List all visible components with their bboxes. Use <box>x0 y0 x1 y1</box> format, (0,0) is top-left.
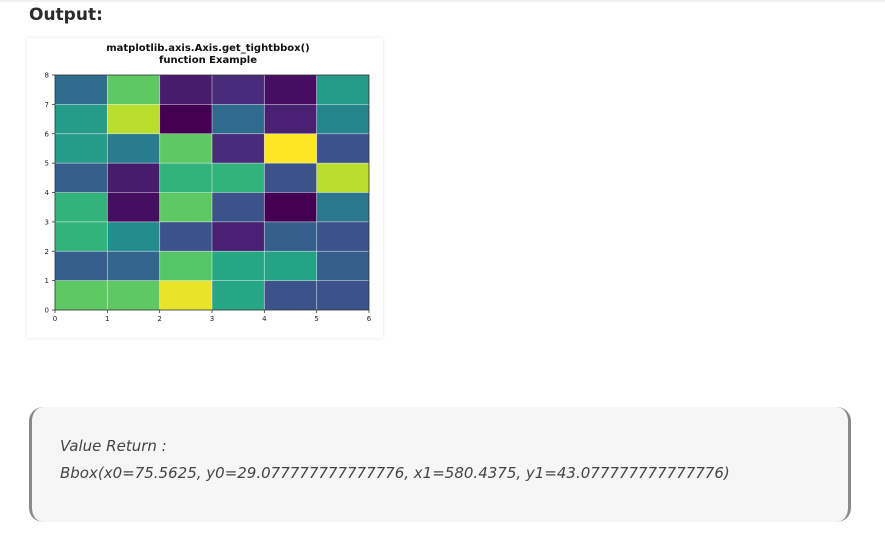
grid-lines <box>55 75 369 310</box>
heatmap-chart: matplotlib.axis.Axis.get_tightbbox() fun… <box>45 43 372 323</box>
x-tick-label: 1 <box>105 315 109 323</box>
heatmap-cell <box>316 221 369 252</box>
heatmap-cells <box>55 75 369 310</box>
heatmap-cell <box>159 75 212 105</box>
heatmap-cell <box>159 251 212 281</box>
x-tick-label: 3 <box>210 315 214 323</box>
y-tick-label: 5 <box>45 160 49 168</box>
chart-title-line-1: matplotlib.axis.Axis.get_tightbbox() <box>106 43 310 54</box>
heatmap-cell <box>159 163 212 193</box>
heatmap-cell <box>159 221 212 252</box>
top-divider <box>0 0 885 2</box>
x-tick-label: 5 <box>314 315 318 323</box>
heatmap-cell <box>55 280 108 310</box>
heatmap-cell <box>316 280 369 310</box>
x-tick-label: 6 <box>367 315 372 323</box>
heatmap-cell <box>55 251 108 281</box>
y-tick-label: 1 <box>45 277 49 285</box>
heatmap-cell <box>55 133 108 164</box>
x-tick-label: 4 <box>262 315 267 323</box>
heatmap-cell <box>107 221 160 252</box>
heatmap-cell <box>316 104 369 134</box>
result-box: Value Return : Bbox(x0=75.5625, y0=29.07… <box>29 407 851 522</box>
heatmap-cell <box>212 104 265 134</box>
heatmap-cell <box>107 280 160 310</box>
chart-title-line-2: function Example <box>159 55 257 66</box>
y-tick-label: 4 <box>45 189 50 197</box>
heatmap-cell <box>107 104 160 134</box>
heatmap-cell <box>55 75 108 105</box>
y-tick-label: 3 <box>45 218 49 226</box>
heatmap-cell <box>316 75 369 105</box>
heatmap-cell <box>55 192 108 222</box>
heatmap-cell <box>264 133 317 164</box>
heatmap-cell <box>212 251 265 281</box>
heatmap-cell <box>212 163 265 193</box>
heatmap-cell <box>212 192 265 222</box>
heatmap-cell <box>316 251 369 281</box>
heatmap-cell <box>107 163 160 193</box>
heatmap-cell <box>264 163 317 193</box>
x-axis: 0 1 2 3 4 5 6 <box>53 310 372 323</box>
x-tick-label: 2 <box>157 315 161 323</box>
y-tick-label: 0 <box>45 307 49 315</box>
heatmap-cell <box>159 104 212 134</box>
heatmap-cell <box>264 192 317 222</box>
result-label: Value Return : <box>60 437 167 455</box>
heatmap-cell <box>107 251 160 281</box>
y-tick-label: 6 <box>45 130 50 138</box>
heatmap-cell <box>212 280 265 310</box>
chart-figure: matplotlib.axis.Axis.get_tightbbox() fun… <box>27 38 383 338</box>
heatmap-cell <box>212 75 265 105</box>
heatmap-cell <box>264 75 317 105</box>
heatmap-cell <box>264 280 317 310</box>
heatmap-cell <box>55 104 108 134</box>
y-tick-label: 2 <box>45 248 49 256</box>
heatmap-cell <box>55 163 108 193</box>
heatmap-cell <box>159 192 212 222</box>
x-tick-label: 0 <box>53 315 57 323</box>
heatmap-cell <box>212 133 265 164</box>
heatmap-cell <box>159 133 212 164</box>
output-heading: Output: <box>29 5 103 25</box>
heatmap-cell <box>316 192 369 222</box>
heatmap-cell <box>159 280 212 310</box>
heatmap-cell <box>212 221 265 252</box>
heatmap-cell <box>55 221 108 252</box>
heatmap-cell <box>264 104 317 134</box>
y-tick-label: 7 <box>45 101 49 109</box>
heatmap-cell <box>264 251 317 281</box>
heatmap-cell <box>107 75 160 105</box>
heatmap-cell <box>107 192 160 222</box>
heatmap-cell <box>264 221 317 252</box>
y-tick-label: 8 <box>45 72 49 80</box>
heatmap-cell <box>316 163 369 193</box>
heatmap-cell <box>316 133 369 164</box>
result-bbox-value: Bbox(x0=75.5625, y0=29.077777777777776, … <box>60 464 730 482</box>
heatmap-cell <box>107 133 160 164</box>
y-axis: 0 1 2 3 4 5 6 7 8 <box>45 72 55 315</box>
